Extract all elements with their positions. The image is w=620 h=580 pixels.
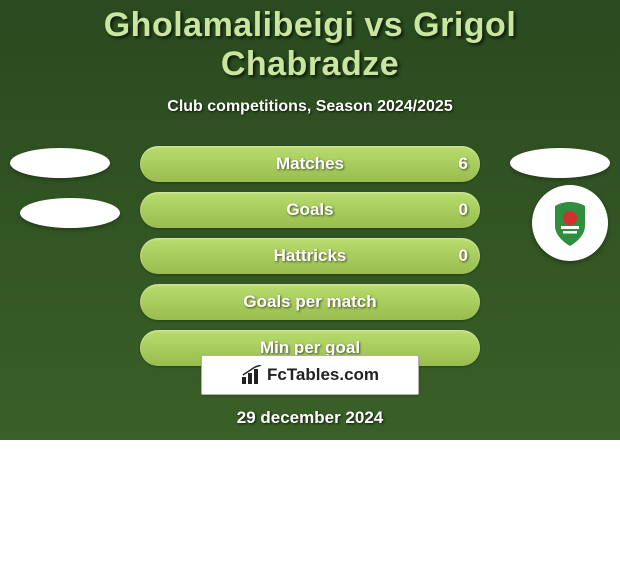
- logo-text: FcTables.com: [267, 365, 379, 385]
- club-crest-icon: [543, 196, 597, 250]
- stats-area: Matches 6 Goals 0 Hattricks 0 Goals per …: [0, 146, 620, 366]
- stat-label: Matches: [140, 146, 480, 182]
- stat-row-goals-per-match: Goals per match: [0, 284, 620, 320]
- subtitle: Club competitions, Season 2024/2025: [0, 98, 620, 116]
- stat-value-right: 6: [459, 146, 468, 182]
- fctables-logo: FcTables.com: [201, 355, 419, 395]
- date-text: 29 december 2024: [0, 408, 620, 428]
- stat-label: Hattricks: [140, 238, 480, 274]
- stat-label: Goals: [140, 192, 480, 228]
- stat-row-goals: Goals 0: [0, 192, 620, 228]
- page-title: Gholamalibeigi vs Grigol Chabradze: [0, 6, 620, 84]
- bar-chart-icon: [241, 365, 263, 385]
- stat-value-right: 0: [459, 238, 468, 274]
- stat-label: Goals per match: [140, 284, 480, 320]
- stat-value-right: 0: [459, 192, 468, 228]
- stat-row-hattricks: Hattricks 0: [0, 238, 620, 274]
- stats-panel: Gholamalibeigi vs Grigol Chabradze Club …: [0, 0, 620, 440]
- stat-row-matches: Matches 6: [0, 146, 620, 182]
- club-badge-right: [532, 185, 608, 261]
